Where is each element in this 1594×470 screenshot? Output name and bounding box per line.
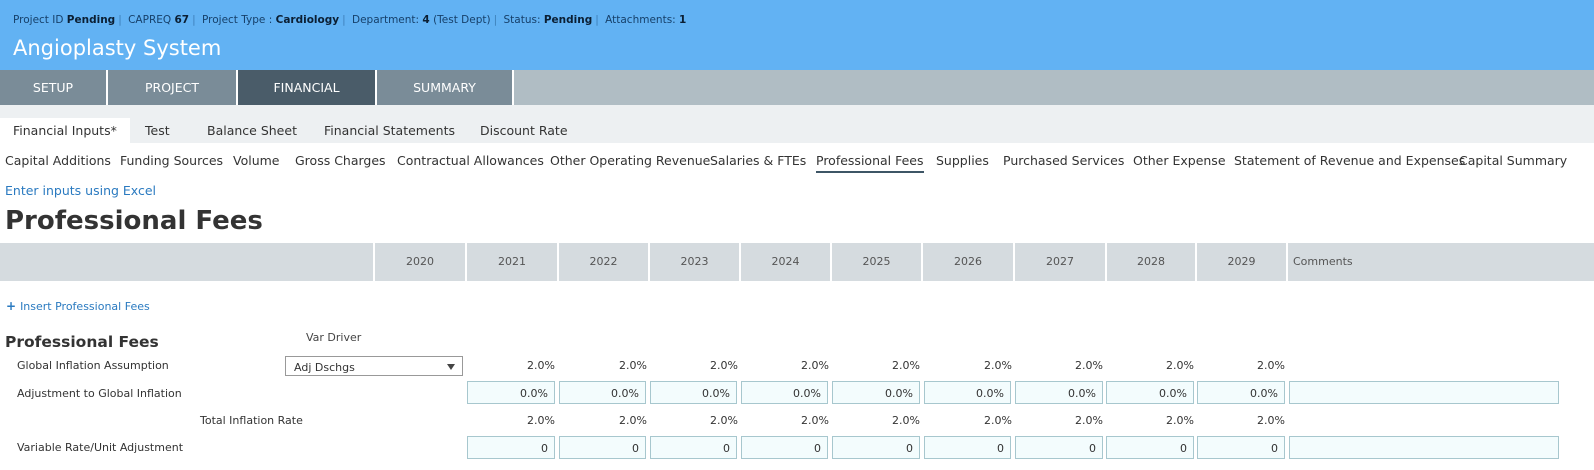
variable-rate-input[interactable]: 0 xyxy=(559,436,646,459)
adjustment-input[interactable]: 0.0% xyxy=(741,381,828,404)
subtab-discount-rate[interactable]: Discount Rate xyxy=(480,123,568,138)
var-driver-selected: Adj Dschgs xyxy=(294,361,355,374)
row-label-adjustment-global-inflation: Adjustment to Global Inflation xyxy=(17,387,182,400)
section-other-expense[interactable]: Other Expense xyxy=(1133,153,1226,168)
global-inflation-value: 2.0% xyxy=(1257,359,1285,372)
global-inflation-value: 2.0% xyxy=(710,359,738,372)
global-inflation-value: 2.0% xyxy=(1075,359,1103,372)
adjustment-input[interactable]: 0.0% xyxy=(832,381,920,404)
section-purchased-services[interactable]: Purchased Services xyxy=(1003,153,1125,168)
adjustment-input[interactable]: 0.0% xyxy=(1015,381,1103,404)
project-header: Project ID Pending | CAPREQ 67 | Project T… xyxy=(0,0,1594,70)
subtab-financial-inputs[interactable]: Financial Inputs* xyxy=(0,118,130,143)
subtab-balance-sheet[interactable]: Balance Sheet xyxy=(207,123,297,138)
section-gross-charges[interactable]: Gross Charges xyxy=(295,153,386,168)
global-inflation-value: 2.0% xyxy=(527,359,555,372)
row-label-total-inflation: Total Inflation Rate xyxy=(200,414,303,427)
main-tab-bar: SETUP PROJECT FINANCIAL SUMMARY xyxy=(0,70,1594,105)
adjustment-input[interactable]: 0.0% xyxy=(924,381,1011,404)
year-header: 2026 xyxy=(921,243,1013,281)
section-nav: Capital Additions Funding Sources Volume… xyxy=(0,150,1594,174)
year-header: 2020 xyxy=(373,243,465,281)
caret-down-icon xyxy=(447,364,455,370)
year-header: 2027 xyxy=(1013,243,1105,281)
section-funding-sources[interactable]: Funding Sources xyxy=(120,153,224,168)
meta-status: Status: Pending xyxy=(503,14,593,26)
adjustment-input[interactable]: 0.0% xyxy=(559,381,646,404)
section-other-operating-revenue[interactable]: Other Operating Revenue xyxy=(550,153,711,168)
meta-department: Department: 4 (Test Dept) xyxy=(351,14,491,26)
variable-rate-comment-input[interactable] xyxy=(1289,436,1559,459)
total-inflation-value: 2.0% xyxy=(527,414,555,427)
variable-rate-input[interactable]: 0 xyxy=(741,436,828,459)
section-title: Professional Fees xyxy=(5,333,159,351)
section-capital-additions[interactable]: Capital Additions xyxy=(5,153,111,168)
total-inflation-value: 2.0% xyxy=(1257,414,1285,427)
section-professional-fees[interactable]: Professional Fees xyxy=(816,153,924,173)
variable-rate-input[interactable]: 0 xyxy=(1197,436,1285,459)
total-inflation-value: 2.0% xyxy=(1075,414,1103,427)
section-statement-revenue-expenses[interactable]: Statement of Revenue and Expenses xyxy=(1234,153,1466,168)
global-inflation-value: 2.0% xyxy=(1166,359,1194,372)
meta-project-type: Project Type : Cardiology xyxy=(202,14,340,26)
plus-icon: + xyxy=(6,299,17,313)
var-driver-select[interactable]: Adj Dschgs xyxy=(285,356,463,376)
var-driver-label: Var Driver xyxy=(306,331,362,344)
project-meta-bar: Project ID Pending | CAPREQ 67 | Project T… xyxy=(13,14,687,26)
adjustment-comment-input[interactable] xyxy=(1289,381,1559,404)
section-supplies[interactable]: Supplies xyxy=(936,153,989,168)
total-inflation-value: 2.0% xyxy=(801,414,829,427)
variable-rate-input[interactable]: 0 xyxy=(924,436,1011,459)
year-header: 2022 xyxy=(557,243,648,281)
section-capital-summary[interactable]: Capital Summary xyxy=(1459,153,1568,168)
total-inflation-value: 2.0% xyxy=(710,414,738,427)
section-volume[interactable]: Volume xyxy=(233,153,280,168)
variable-rate-input[interactable]: 0 xyxy=(1106,436,1194,459)
tab-financial[interactable]: FINANCIAL xyxy=(238,70,377,105)
year-header: 2021 xyxy=(465,243,557,281)
year-header: 2025 xyxy=(830,243,921,281)
insert-professional-fees-link[interactable]: + Insert Professional Fees xyxy=(6,299,150,313)
enter-inputs-excel-link[interactable]: Enter inputs using Excel xyxy=(5,183,157,198)
meta-project-id: Project ID Pending xyxy=(13,14,116,26)
tab-summary[interactable]: SUMMARY xyxy=(377,70,514,105)
year-header: 2028 xyxy=(1105,243,1195,281)
tab-project[interactable]: PROJECT xyxy=(108,70,238,105)
meta-attachments[interactable]: Attachments: 1 xyxy=(605,14,687,26)
page-title: Professional Fees xyxy=(5,206,263,236)
variable-rate-input[interactable]: 0 xyxy=(832,436,920,459)
project-title: Angioplasty System xyxy=(13,36,222,60)
variable-rate-input[interactable]: 0 xyxy=(650,436,737,459)
global-inflation-value: 2.0% xyxy=(892,359,920,372)
insert-link-label: Insert Professional Fees xyxy=(20,300,150,313)
global-inflation-value: 2.0% xyxy=(801,359,829,372)
row-label-variable-rate: Variable Rate/Unit Adjustment xyxy=(17,441,184,454)
total-inflation-value: 2.0% xyxy=(984,414,1012,427)
variable-rate-input[interactable]: 0 xyxy=(1015,436,1103,459)
adjustment-input[interactable]: 0.0% xyxy=(1106,381,1194,404)
year-header: 2029 xyxy=(1195,243,1286,281)
total-inflation-value: 2.0% xyxy=(892,414,920,427)
global-inflation-value: 2.0% xyxy=(984,359,1012,372)
total-inflation-value: 2.0% xyxy=(1166,414,1194,427)
year-header: 2023 xyxy=(648,243,739,281)
meta-capreq: CAPREQ 67 xyxy=(128,14,190,26)
tab-setup[interactable]: SETUP xyxy=(0,70,108,105)
subtab-test[interactable]: Test xyxy=(145,123,170,138)
variable-rate-input[interactable]: 0 xyxy=(467,436,555,459)
subtab-financial-statements[interactable]: Financial Statements xyxy=(324,123,455,138)
adjustment-input[interactable]: 0.0% xyxy=(650,381,737,404)
section-salaries-ftes[interactable]: Salaries & FTEs xyxy=(710,153,807,168)
year-header: 2024 xyxy=(739,243,830,281)
global-inflation-value: 2.0% xyxy=(619,359,647,372)
total-inflation-value: 2.0% xyxy=(619,414,647,427)
adjustment-input[interactable]: 0.0% xyxy=(1197,381,1285,404)
section-contractual-allowances[interactable]: Contractual Allowances xyxy=(397,153,544,168)
adjustment-input[interactable]: 0.0% xyxy=(467,381,555,404)
sub-tab-bar: Financial Inputs* Test Balance Sheet Fin… xyxy=(0,105,1594,143)
comments-header: Comments xyxy=(1286,243,1594,281)
year-header-row: 2020 2021 2022 2023 2024 2025 2026 2027 … xyxy=(0,243,1594,281)
row-label-global-inflation: Global Inflation Assumption xyxy=(17,359,169,372)
